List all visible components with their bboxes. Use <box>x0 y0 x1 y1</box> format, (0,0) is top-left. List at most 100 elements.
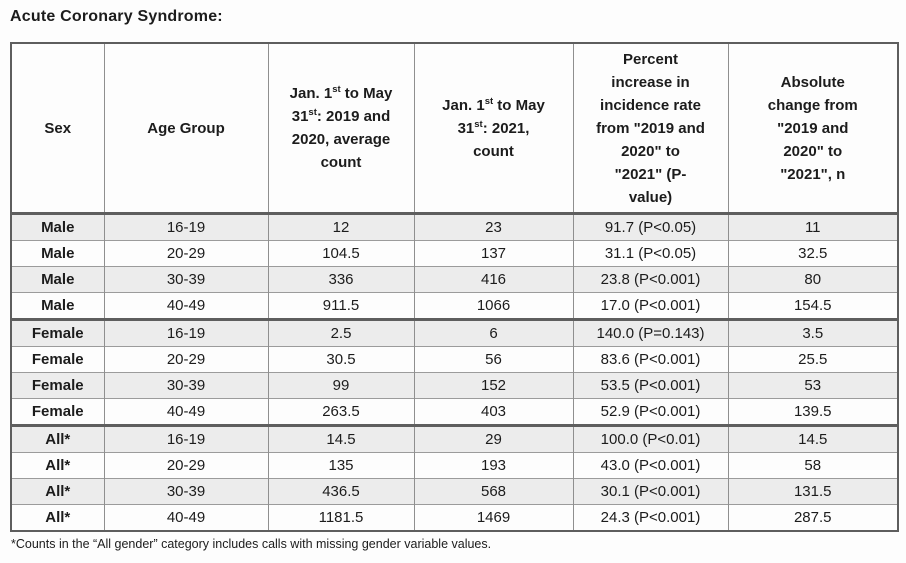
table-row: All* 40-49 1181.5 1469 24.3 (P<0.001) 28… <box>11 504 898 531</box>
table-row: Female 40-49 263.5 403 52.9 (P<0.001) 13… <box>11 398 898 426</box>
cell-avg-count: 12 <box>267 213 414 241</box>
cell-percent-increase: 83.6 (P<0.001) <box>572 346 728 373</box>
cell-sex: Male <box>41 297 75 314</box>
table-row: All* 20-29 135 193 43.0 (P<0.001) 58 <box>11 452 898 479</box>
table-body: Male 16-19 12 23 91.7 (P<0.05) 11 Male 2… <box>11 213 898 531</box>
cell-percent-increase: 52.9 (P<0.001) <box>572 398 728 426</box>
cell-avg-count: 30.5 <box>267 346 414 373</box>
cell-2021-count: 1066 <box>413 292 573 320</box>
cell-age-group: 16-19 <box>103 319 268 347</box>
cell-age-group: 20-29 <box>103 240 268 267</box>
column-header-percent-increase: Percent increase in incidence rate from … <box>572 43 728 214</box>
cell-2021-count: 193 <box>413 452 573 479</box>
cell-avg-count: 336 <box>267 266 414 293</box>
cell-absolute-change: 131.5 <box>727 478 898 505</box>
superscript-st: st <box>332 84 341 95</box>
cell-2021-count: 1469 <box>413 504 573 531</box>
cell-avg-count: 263.5 <box>267 398 414 426</box>
cell-2021-count: 29 <box>413 425 573 453</box>
header-label: Sex <box>44 119 72 137</box>
cell-2021-count: 56 <box>413 346 573 373</box>
cell-avg-count: 2.5 <box>267 319 414 347</box>
cell-absolute-change: 32.5 <box>727 240 898 267</box>
cell-sex: Male <box>41 271 75 288</box>
cell-sex: Female <box>31 325 84 342</box>
cell-2021-count: 403 <box>413 398 573 426</box>
cell-percent-increase: 140.0 (P=0.143) <box>572 319 728 347</box>
table-row: Female 20-29 30.5 56 83.6 (P<0.001) 25.5 <box>11 346 898 373</box>
cell-absolute-change: 11 <box>727 213 898 241</box>
cell-avg-count: 436.5 <box>267 478 414 505</box>
cell-absolute-change: 25.5 <box>727 346 898 373</box>
table-header: Sex Age Group Jan. 1st to May 31st: 2019 … <box>11 43 898 214</box>
cell-avg-count: 104.5 <box>267 240 414 267</box>
cell-absolute-change: 287.5 <box>727 504 898 531</box>
cell-2021-count: 23 <box>413 213 573 241</box>
table-row: Male 16-19 12 23 91.7 (P<0.05) 11 <box>11 213 898 241</box>
cell-age-group: 16-19 <box>103 425 268 453</box>
table-row: Female 30-39 99 152 53.5 (P<0.001) 53 <box>11 372 898 399</box>
table-row: All* 30-39 436.5 568 30.1 (P<0.001) 131.… <box>11 478 898 505</box>
cell-absolute-change: 3.5 <box>727 319 898 347</box>
table-row: Male 40-49 911.5 1066 17.0 (P<0.001) 154… <box>11 292 898 320</box>
cell-age-group: 30-39 <box>103 372 268 399</box>
cell-avg-count: 911.5 <box>267 292 414 320</box>
cell-percent-increase: 43.0 (P<0.001) <box>572 452 728 479</box>
table-row: Female 16-19 2.5 6 140.0 (P=0.143) 3.5 <box>11 319 898 347</box>
superscript-st: st <box>474 118 483 130</box>
header-row: Sex Age Group Jan. 1st to May 31st: 2019 … <box>11 43 898 214</box>
table-footnote: *Counts in the “All gender” category inc… <box>11 537 492 551</box>
superscript-st: st <box>308 107 317 118</box>
cell-age-group: 20-29 <box>103 452 268 479</box>
cell-age-group: 30-39 <box>103 478 268 505</box>
table-row: Male 20-29 104.5 137 31.1 (P<0.05) 32.5 <box>11 240 898 267</box>
cell-age-group: 40-49 <box>103 398 268 426</box>
header-label: Absolute change from "2019 and 2020" to … <box>767 73 858 183</box>
header-label: Jan. 1st to May 31st: 2021, count <box>442 95 545 160</box>
column-header-absolute-change: Absolute change from "2019 and 2020" to … <box>727 43 898 214</box>
cell-percent-increase: 17.0 (P<0.001) <box>572 292 728 320</box>
cell-percent-increase: 31.1 (P<0.05) <box>572 240 728 267</box>
cell-absolute-change: 58 <box>727 452 898 479</box>
cell-percent-increase: 53.5 (P<0.001) <box>572 372 728 399</box>
cell-percent-increase: 23.8 (P<0.001) <box>572 266 728 293</box>
cell-avg-count: 1181.5 <box>267 504 414 531</box>
cell-sex: Female <box>31 403 84 420</box>
acs-incidence-table: Sex Age Group Jan. 1st to May 31st: 2019 … <box>10 42 899 532</box>
column-header-sex: Sex <box>11 43 104 214</box>
cell-avg-count: 14.5 <box>267 425 414 453</box>
column-header-age-group: Age Group <box>103 43 268 214</box>
cell-absolute-change: 53 <box>727 372 898 399</box>
cell-absolute-change: 139.5 <box>727 398 898 426</box>
cell-2021-count: 152 <box>413 372 573 399</box>
cell-avg-count: 99 <box>267 372 414 399</box>
cell-age-group: 30-39 <box>103 266 268 293</box>
table-row: All* 16-19 14.5 29 100.0 (P<0.01) 14.5 <box>11 425 898 453</box>
cell-age-group: 16-19 <box>103 213 268 241</box>
cell-absolute-change: 80 <box>727 266 898 293</box>
cell-percent-increase: 91.7 (P<0.05) <box>572 213 728 241</box>
cell-sex: All* <box>45 457 71 474</box>
cell-2021-count: 137 <box>413 240 573 267</box>
cell-avg-count: 135 <box>267 452 414 479</box>
cell-sex: Female <box>31 377 84 394</box>
cell-sex: All* <box>45 509 71 526</box>
cell-2021-count: 568 <box>413 478 573 505</box>
cell-age-group: 20-29 <box>103 346 268 373</box>
cell-sex: All* <box>45 483 71 500</box>
cell-age-group: 40-49 <box>103 292 268 320</box>
cell-percent-increase: 30.1 (P<0.001) <box>572 478 728 505</box>
table-row: Male 30-39 336 416 23.8 (P<0.001) 80 <box>11 266 898 293</box>
header-label: Percent increase in incidence rate from … <box>596 50 705 206</box>
cell-age-group: 40-49 <box>103 504 268 531</box>
column-header-2019-2020-average-count: Jan. 1st to May 31st: 2019 and 2020, avera… <box>267 43 414 214</box>
column-header-2021-count: Jan. 1st to May 31st: 2021, count <box>413 43 573 214</box>
cell-sex: All* <box>45 431 71 448</box>
cell-sex: Female <box>31 351 84 368</box>
cell-sex: Male <box>41 219 75 236</box>
cell-2021-count: 416 <box>413 266 573 293</box>
page-title: Acute Coronary Syndrome: <box>10 8 223 25</box>
cell-2021-count: 6 <box>413 319 573 347</box>
header-label: Age Group <box>147 119 225 137</box>
cell-percent-increase: 100.0 (P<0.01) <box>572 425 728 453</box>
